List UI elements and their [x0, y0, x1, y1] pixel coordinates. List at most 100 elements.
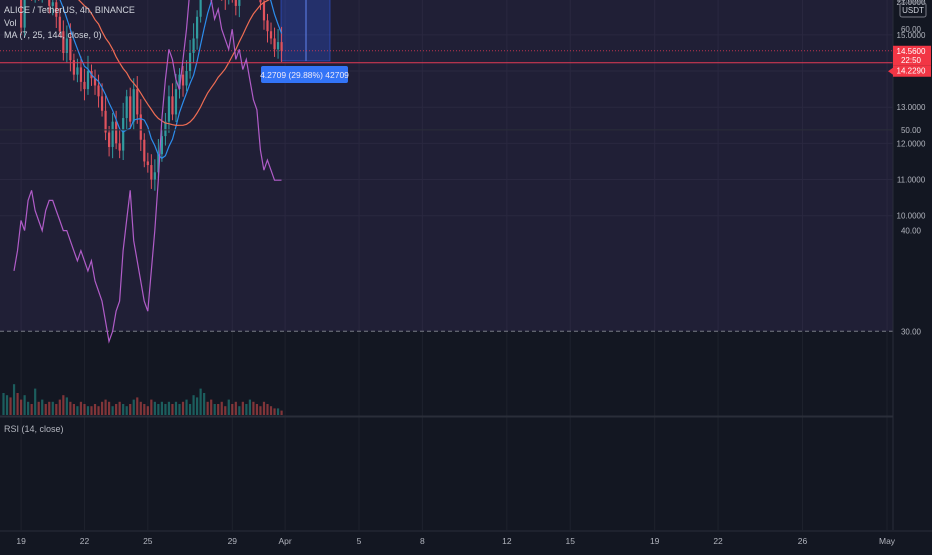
volume-bar	[178, 404, 181, 415]
time-axis-tick-label: 15	[565, 536, 575, 546]
price-axis-tick-label: 15.0000	[897, 31, 926, 40]
volume-bar	[160, 401, 163, 415]
countdown-text: 22:50	[901, 56, 922, 65]
volume-bar	[231, 404, 234, 415]
candle-body	[104, 110, 107, 133]
price-axis-tick-label: 12.0000	[897, 139, 926, 148]
volume-bar	[276, 408, 280, 415]
volume-bar	[86, 406, 90, 415]
symbol-legend[interactable]: ALICE / TetherUS, 4h, BINANCE	[4, 5, 135, 15]
candle-body	[238, 0, 241, 6]
volume-bar	[241, 401, 244, 415]
moving-averages	[59, 0, 283, 160]
candle-body	[125, 96, 128, 119]
volume-bar	[220, 401, 223, 415]
volume-bar	[37, 401, 40, 415]
candle-body	[55, 2, 58, 17]
candle-body	[280, 42, 283, 51]
volume-bar	[100, 401, 104, 415]
volume-bar	[44, 404, 47, 415]
time-axis-tick-label: 5	[357, 536, 362, 546]
ma-legend[interactable]: MA (7, 25, 144, close, 0)	[4, 30, 102, 40]
candle-body	[79, 67, 83, 82]
volume-bar	[234, 401, 237, 415]
last-price-text: 14.5600	[897, 47, 926, 56]
candle-body	[192, 38, 195, 53]
rsi-axis-tick-label: 40.00	[901, 227, 922, 236]
volume-bar	[217, 404, 220, 415]
candle-body	[199, 0, 202, 17]
candle-body	[20, 0, 23, 28]
volume-bar	[171, 404, 174, 415]
volume-legend[interactable]: Vol	[4, 18, 17, 28]
rsi-line	[13, 0, 282, 344]
candle-body	[122, 118, 125, 151]
volume-bar	[72, 404, 75, 415]
volume-bar	[48, 401, 51, 415]
price-axis-tick-label: 16.0000	[897, 0, 926, 4]
volume-bar	[199, 388, 202, 415]
candle-body	[97, 85, 100, 97]
rsi-legend[interactable]: RSI (14, close)	[4, 424, 64, 434]
price-lines	[0, 50, 893, 64]
volume-bar	[69, 401, 72, 415]
candle-body	[62, 31, 65, 53]
time-axis-tick-label: 19	[650, 536, 660, 546]
volume-bar	[9, 397, 12, 415]
volume-bar	[62, 395, 65, 415]
candle-body	[139, 114, 142, 140]
price-axis-bg	[893, 0, 932, 550]
candle-body	[23, 0, 26, 28]
candle-body	[129, 96, 132, 122]
candle-body	[174, 89, 178, 115]
rsi-band	[0, 0, 893, 332]
volume-bar	[146, 406, 149, 415]
volume-bar	[34, 388, 37, 415]
volume-bar	[164, 404, 167, 415]
volume-bar	[245, 404, 248, 415]
volume-bar	[58, 399, 61, 415]
time-axis-tick-label: 29	[228, 536, 238, 546]
volume-bar	[210, 399, 213, 415]
candle-body	[150, 165, 153, 180]
volume-bar	[252, 401, 255, 415]
volume-bar	[55, 404, 58, 415]
candle-body	[276, 42, 280, 50]
time-axis-tick-label: 25	[143, 536, 153, 546]
volume-bar	[224, 406, 227, 415]
volume-bar	[181, 401, 185, 415]
volume-bar	[192, 395, 195, 415]
volume-bar	[12, 384, 16, 415]
candle-body	[132, 89, 135, 122]
time-axis-tick-label: 22	[713, 536, 723, 546]
price-axis-tick-label: 11.0000	[897, 176, 926, 185]
support-price-text: 14.2290	[897, 67, 926, 76]
volume-bar	[5, 395, 9, 415]
time-axis-tick-label: 12	[502, 536, 512, 546]
volume-bar	[125, 406, 128, 415]
volume-bar	[79, 401, 83, 415]
volume-bar	[167, 401, 171, 415]
candle-body	[146, 161, 149, 166]
volume-bar	[108, 401, 111, 415]
volume-bar	[122, 404, 125, 415]
volume-bar	[111, 406, 114, 415]
volume-bar	[76, 406, 79, 415]
candle-body	[48, 0, 51, 6]
volume-bar	[227, 399, 230, 415]
volume-bar	[65, 397, 68, 415]
volume-bar	[280, 410, 283, 415]
volume-bar	[23, 395, 26, 415]
candle-body	[259, 0, 262, 3]
candle-body	[143, 139, 146, 162]
candle-body	[136, 89, 139, 115]
volume-bar	[269, 406, 273, 415]
candle-body	[83, 81, 86, 90]
volume-bar	[213, 404, 216, 415]
volume-bar	[196, 397, 199, 415]
last-price-badge	[893, 45, 931, 66]
volume-bar	[206, 401, 209, 415]
candle-body	[157, 154, 160, 173]
